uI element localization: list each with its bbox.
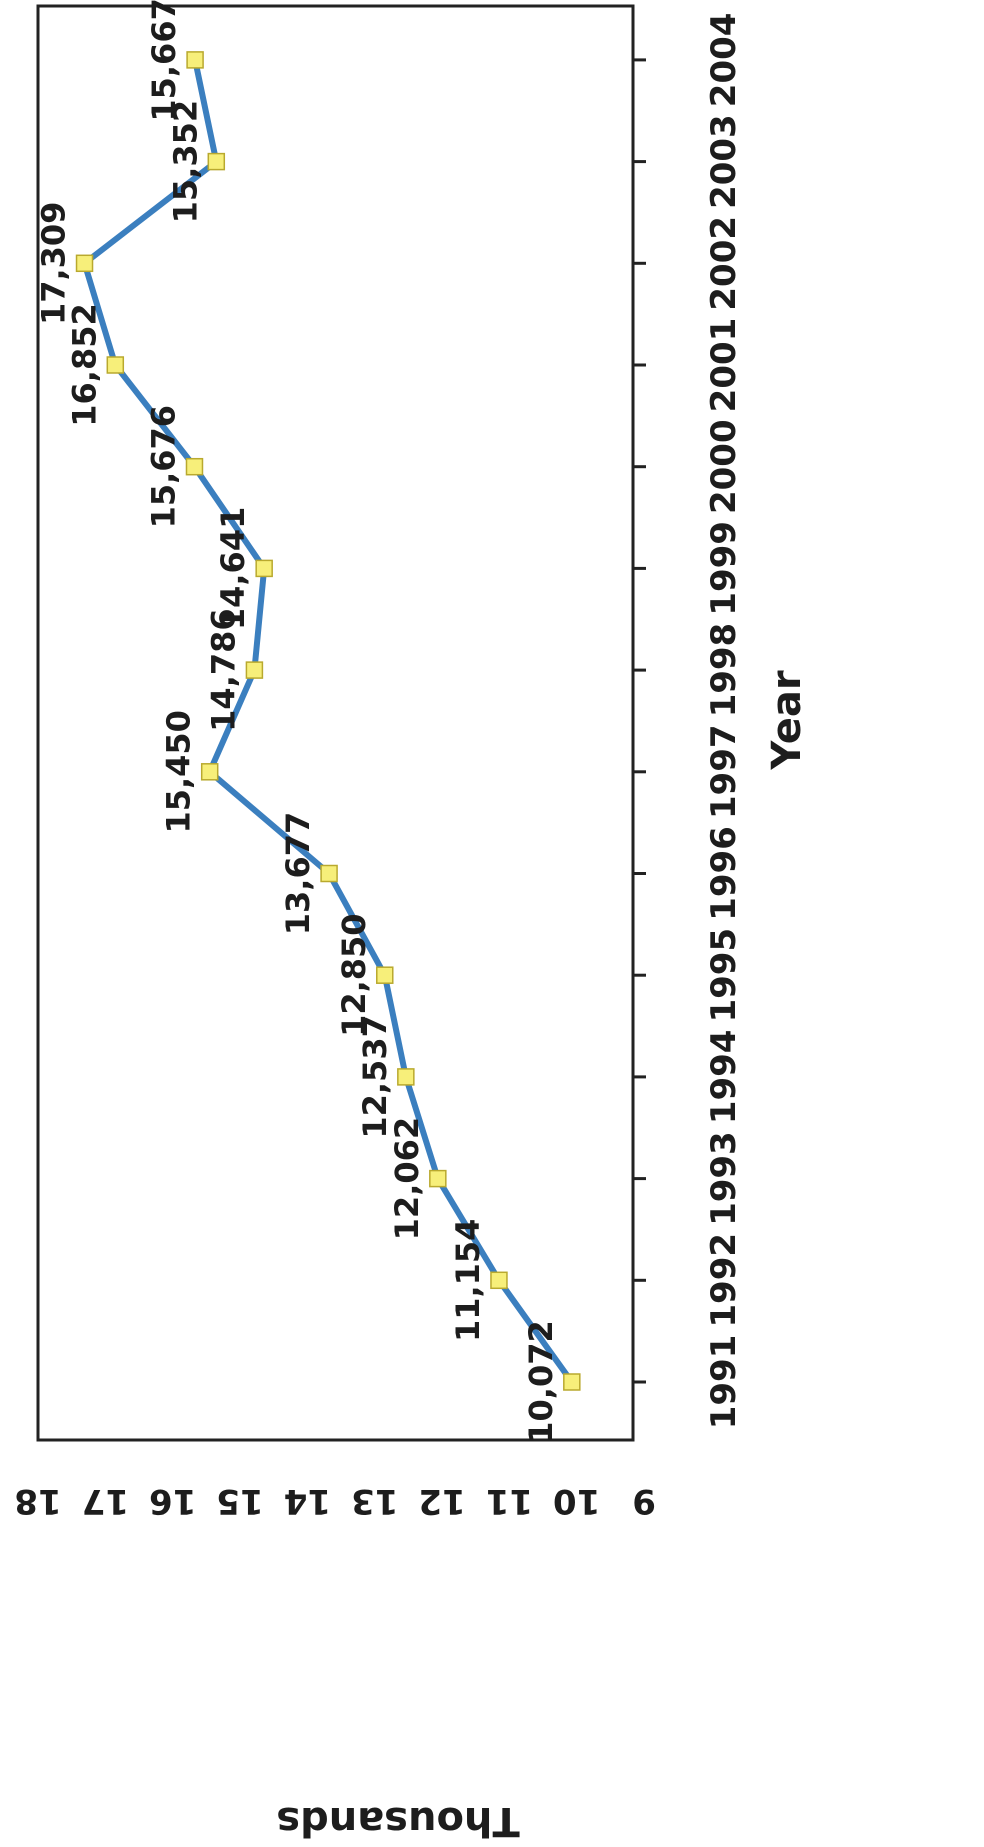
data-label: 14,786 [204, 608, 242, 731]
data-point-marker [320, 864, 338, 883]
y-tick-label: 17 [82, 1481, 129, 1521]
x-tick-label: 1992 [704, 1233, 744, 1328]
y-tick-label: 14 [284, 1481, 331, 1521]
y-tick-label: 15 [216, 1481, 263, 1521]
data-label: 12,850 [335, 913, 373, 1036]
y-axis-label: Thousands [276, 1798, 519, 1844]
data-point-marker [186, 51, 204, 69]
x-tick-label: 2003 [704, 114, 744, 209]
data-point-marker [490, 1271, 508, 1290]
data-label: 16,852 [65, 303, 103, 426]
data-label: 15,676 [144, 405, 182, 528]
y-tick-label: 16 [149, 1481, 196, 1521]
y-tick-label: 12 [418, 1481, 465, 1521]
x-tick-label: 1994 [704, 1030, 744, 1125]
data-point-marker [429, 1169, 447, 1188]
x-axis-tick-labels: 1991 1992 1993 1994 1995 1996 1997 1998 1999 2000… [704, 13, 744, 1430]
x-tick-label: 2001 [704, 318, 744, 413]
data-label: 14,641 [214, 507, 252, 630]
data-label: 12,537 [356, 1015, 394, 1138]
data-point-marker [207, 152, 226, 171]
y-tick-label: 9 [632, 1481, 656, 1521]
data-point-marker [106, 356, 125, 374]
y-tick-label: 13 [351, 1481, 398, 1521]
data-point-marker [200, 763, 219, 781]
x-tick-label: 2002 [704, 216, 744, 311]
x-tick-label: 1997 [704, 724, 744, 819]
plot-frame [36, 4, 635, 1442]
x-tick-label: 1999 [704, 521, 744, 616]
data-point-marker [75, 254, 94, 273]
y-tick-label: 10 [553, 1481, 600, 1521]
markers-group [75, 51, 581, 1391]
data-label: 15,450 [160, 710, 198, 833]
data-point-marker [245, 661, 264, 679]
x-axis-ticks [633, 58, 646, 1384]
data-label: 11,154 [449, 1219, 487, 1342]
data-label: 17,309 [35, 202, 73, 325]
x-tick-label: 2000 [704, 419, 744, 514]
data-point-marker [185, 457, 204, 476]
x-tick-label: 1993 [704, 1131, 744, 1226]
data-label: 10,072 [522, 1320, 560, 1443]
data-label: 13,677 [279, 812, 317, 935]
y-tick-label: 11 [486, 1481, 533, 1521]
data-point-marker [255, 559, 273, 578]
x-tick-label: 1991 [704, 1335, 744, 1430]
x-tick-label: 2004 [704, 13, 744, 108]
x-axis-label: Year [764, 670, 810, 770]
data-label: 12,062 [388, 1117, 426, 1240]
data-label: 15,667 [145, 0, 183, 122]
series-line-group [81, 59, 575, 1384]
x-tick-label: 1995 [704, 928, 744, 1023]
data-label: 15,352 [166, 100, 204, 223]
data-point-marker [563, 1373, 581, 1391]
data-point-marker [376, 966, 394, 984]
x-tick-label: 1998 [704, 623, 744, 718]
series-line [81, 59, 575, 1384]
x-tick-label: 1996 [704, 826, 744, 921]
y-axis-tick-labels: 9 10 11 12 13 14 15 16 17 18 [14, 1481, 656, 1521]
y-tick-label: 18 [14, 1481, 61, 1521]
data-point-marker [397, 1068, 415, 1086]
